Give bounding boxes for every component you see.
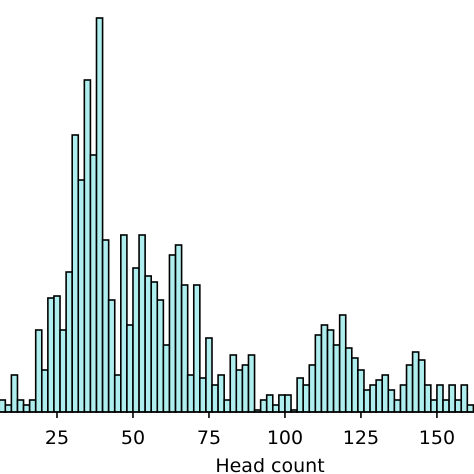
bar	[314, 334, 323, 413]
x-tick-label: 100	[267, 427, 303, 449]
bar	[326, 329, 335, 413]
bar	[265, 394, 274, 413]
bar	[271, 404, 280, 413]
bar	[132, 267, 140, 413]
bar	[247, 354, 256, 413]
bar	[338, 314, 347, 413]
bar	[241, 364, 250, 413]
bar	[101, 239, 110, 413]
bar	[144, 275, 153, 413]
bar	[59, 329, 67, 413]
bar	[71, 134, 80, 413]
bar	[22, 404, 31, 413]
bar	[302, 384, 311, 413]
bar	[174, 244, 183, 413]
bar	[126, 324, 134, 413]
bar	[89, 154, 98, 413]
bar	[235, 369, 244, 413]
bar	[186, 374, 195, 413]
bar	[168, 254, 177, 413]
bar	[156, 299, 165, 413]
bar	[192, 284, 201, 413]
x-tick-label: 75	[197, 427, 221, 449]
x-tick-label: 25	[45, 427, 69, 449]
bar	[217, 374, 225, 413]
bar	[411, 351, 420, 413]
bar	[417, 359, 426, 413]
bar	[83, 79, 92, 413]
bar	[10, 374, 19, 413]
bar	[387, 389, 396, 413]
bar	[381, 374, 390, 413]
bar	[162, 344, 171, 413]
bar	[199, 377, 207, 413]
bar	[460, 384, 469, 413]
bar	[332, 344, 341, 413]
bar	[16, 399, 25, 413]
bar	[399, 384, 408, 413]
bar	[466, 404, 474, 413]
bar	[405, 364, 414, 413]
bar	[77, 179, 86, 413]
bar	[363, 389, 371, 413]
bar	[107, 299, 116, 413]
bar	[369, 384, 377, 413]
bar	[205, 337, 213, 413]
bar	[284, 394, 292, 413]
bar	[211, 384, 219, 413]
bar	[357, 369, 365, 413]
bar	[120, 234, 128, 413]
bar	[375, 379, 384, 413]
bar	[4, 404, 13, 413]
bar	[28, 399, 37, 413]
x-tick-label: 50	[121, 427, 145, 449]
bar	[436, 384, 444, 413]
bar	[442, 399, 450, 413]
bar	[448, 384, 456, 413]
bar	[40, 369, 49, 413]
bar	[296, 377, 304, 413]
bar	[65, 271, 73, 413]
bar	[454, 399, 463, 413]
bar	[53, 295, 61, 413]
bar	[259, 399, 268, 413]
bar	[344, 347, 353, 413]
x-tick-label: 150	[419, 427, 455, 449]
bar	[320, 324, 329, 413]
bar	[351, 357, 359, 413]
bar	[430, 399, 438, 413]
bar	[223, 399, 232, 413]
bar	[393, 399, 402, 413]
bar	[34, 329, 43, 413]
bar	[308, 364, 317, 413]
bar	[278, 394, 286, 413]
bar	[229, 354, 238, 413]
x-tick-label: 125	[343, 427, 379, 449]
bar	[113, 374, 122, 413]
x-axis-label: Head count	[215, 455, 324, 474]
bar	[423, 384, 432, 413]
bar	[150, 281, 159, 413]
bar	[180, 284, 189, 413]
bar	[138, 234, 146, 413]
bar	[47, 297, 55, 413]
bar	[95, 17, 104, 413]
